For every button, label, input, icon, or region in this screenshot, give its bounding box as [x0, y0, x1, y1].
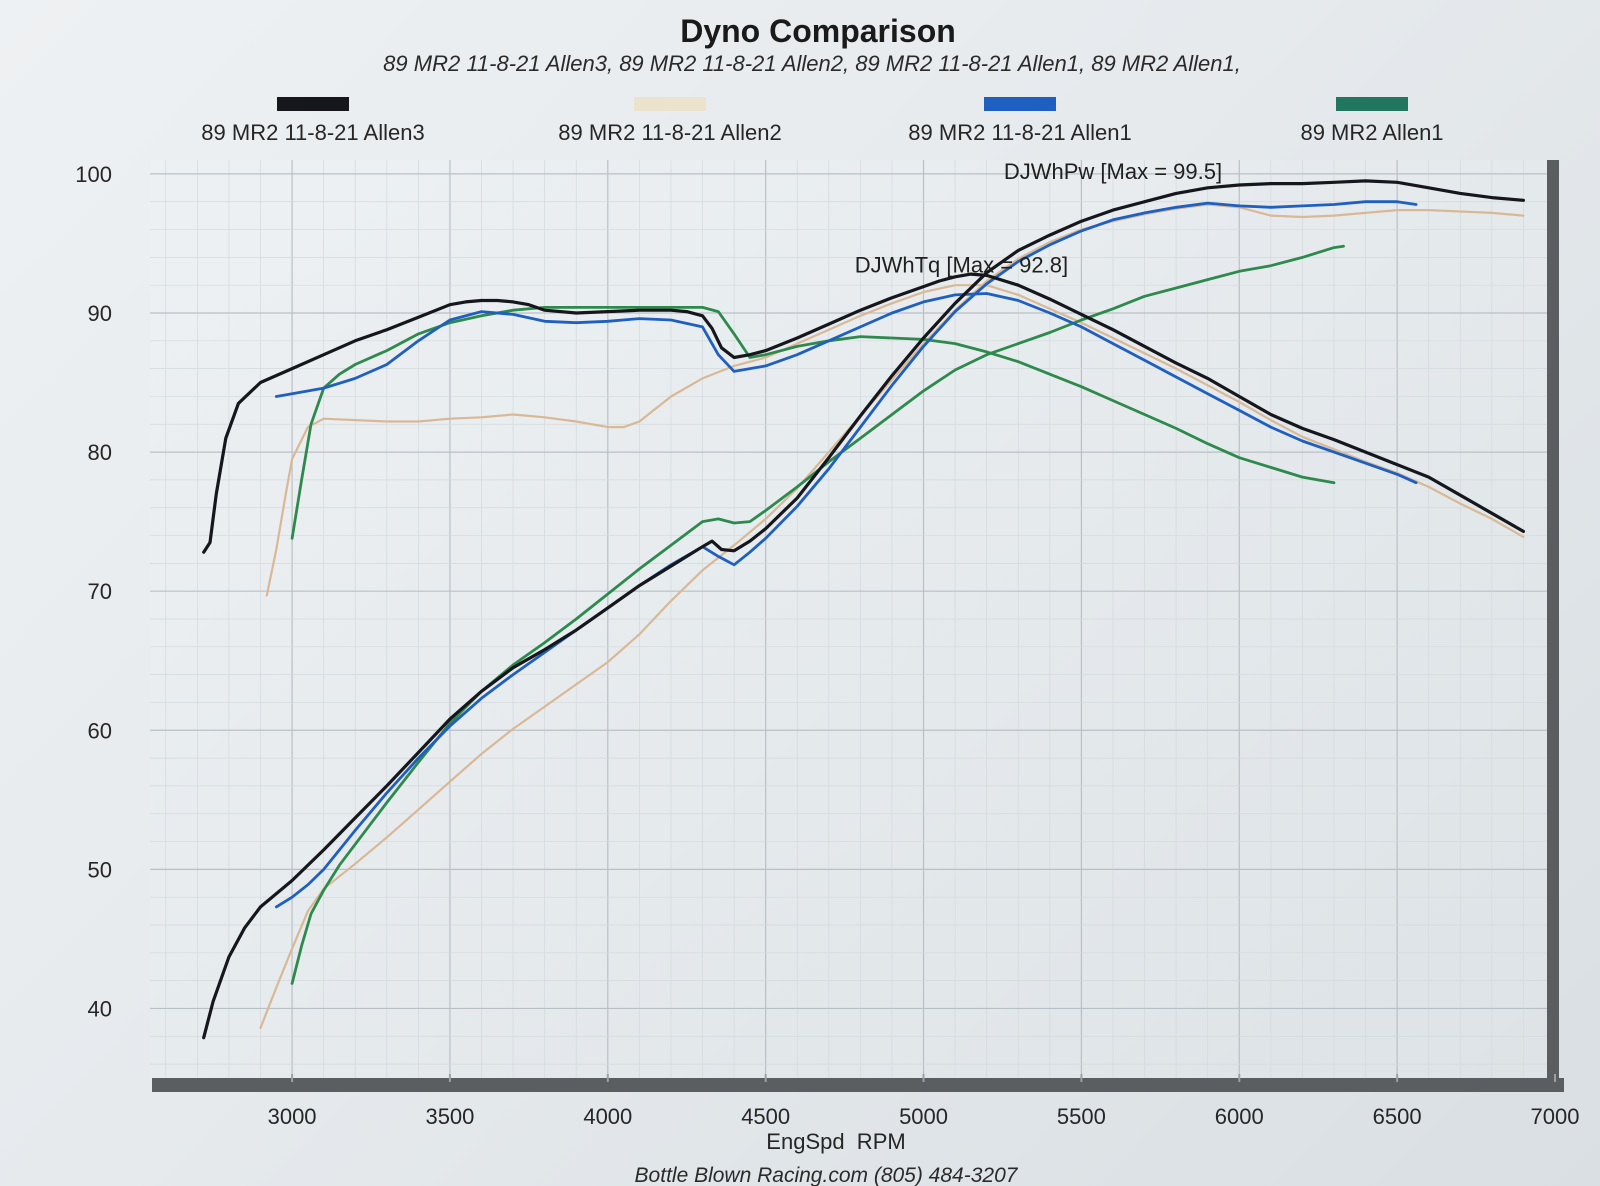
y-tick-label: 80 [88, 440, 112, 465]
x-tick-label: 5000 [899, 1104, 948, 1129]
x-tick-label: 4500 [741, 1104, 790, 1129]
y-tick-label: 40 [88, 996, 112, 1021]
series-line-torque [274, 292, 1418, 485]
y-tick-label: 90 [88, 301, 112, 326]
x-tick-labels: 3000 3500 4000 4500 5000 5500 6000 6500 7000 [268, 1074, 1580, 1129]
chart-subtitle: 89 MR2 11-8-21 Allen3, 89 MR2 11-8-21 Al… [383, 51, 1241, 76]
legend-item: 89 MR2 Allen1 [1300, 97, 1444, 145]
legend-label: 89 MR2 11-8-21 Allen2 [558, 120, 781, 145]
series-line-power [274, 200, 1418, 909]
series-line-torque [202, 272, 1526, 554]
series-line-torque [265, 284, 1525, 597]
y-tick-label: 70 [88, 579, 112, 604]
x-tick-label: 6000 [1215, 1104, 1264, 1129]
right-axis-bar [1547, 160, 1559, 1080]
legend-swatch [277, 97, 349, 111]
legend-swatch [634, 97, 706, 111]
series-line-power [202, 179, 1526, 1040]
chart-title: Dyno Comparison [680, 13, 956, 49]
legend-swatch [984, 97, 1056, 111]
max-annotation: DJWhPw [Max = 99.5] [1004, 159, 1222, 184]
series-line-torque [290, 305, 1336, 540]
legend-label: 89 MR2 Allen1 [1300, 120, 1443, 145]
x-tick-label: 3000 [268, 1104, 317, 1129]
axes [152, 160, 1564, 1092]
legend-item: 89 MR2 11-8-21 Allen3 [201, 97, 425, 145]
max-annotation: DJWhTq [Max = 92.8] [855, 252, 1068, 277]
x-tick-label: 7000 [1531, 1104, 1580, 1129]
plot-area [150, 160, 1555, 1080]
x-tick-label: 6500 [1373, 1104, 1422, 1129]
x-tick-label: 5500 [1057, 1104, 1106, 1129]
legend-swatch [1336, 97, 1408, 111]
y-tick-label: 100 [75, 162, 112, 187]
x-axis-label: EngSpd RPM [766, 1129, 905, 1154]
x-tick-label: 3500 [425, 1104, 474, 1129]
y-tick-labels: 40 50 60 70 80 90 100 [75, 162, 112, 1022]
series-line-power [290, 244, 1345, 985]
x-axis-bar [152, 1078, 1564, 1092]
legend-label: 89 MR2 11-8-21 Allen3 [201, 120, 424, 145]
legend-item: 89 MR2 11-8-21 Allen2 [558, 97, 782, 145]
annotations: DJWhPw [Max = 99.5] DJWhTq [Max = 92.8] [855, 159, 1222, 277]
legend-item: 89 MR2 11-8-21 Allen1 [908, 97, 1132, 145]
footer-credit: Bottle Blown Racing.com (805) 484-3207 [635, 1164, 1019, 1186]
y-tick-label: 50 [88, 857, 112, 882]
legend-label: 89 MR2 11-8-21 Allen1 [908, 120, 1131, 145]
x-tick-label: 4000 [583, 1104, 632, 1129]
y-tick-label: 60 [88, 718, 112, 743]
series-layer [202, 179, 1526, 1040]
legend: 89 MR2 11-8-21 Allen3 89 MR2 11-8-21 Alle… [201, 97, 1444, 145]
